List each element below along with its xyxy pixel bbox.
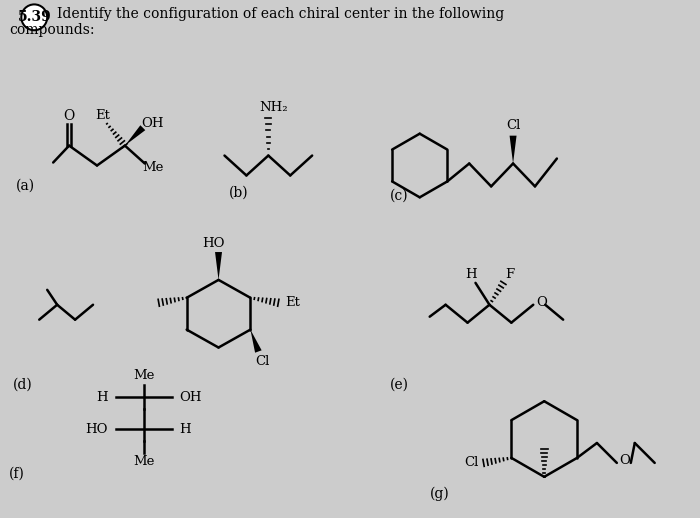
Text: (g): (g) [430, 486, 449, 501]
Text: O: O [536, 296, 547, 309]
Text: HO: HO [85, 423, 108, 436]
Text: OH: OH [180, 391, 202, 404]
Text: Me: Me [133, 455, 155, 468]
Text: Me: Me [133, 369, 155, 382]
Text: (a): (a) [16, 178, 36, 192]
Text: F: F [505, 268, 514, 281]
Text: 5.39: 5.39 [18, 10, 51, 24]
Polygon shape [215, 252, 222, 280]
Text: H: H [180, 423, 191, 436]
Circle shape [21, 4, 47, 30]
Text: Cl: Cl [464, 456, 479, 469]
Polygon shape [510, 136, 517, 164]
Text: NH₂: NH₂ [259, 102, 288, 114]
Text: O: O [64, 109, 75, 123]
Text: Me: Me [142, 161, 164, 174]
Text: H: H [97, 391, 108, 404]
Text: (b): (b) [228, 185, 248, 199]
Text: Et: Et [285, 296, 300, 309]
Text: OH: OH [141, 117, 164, 130]
Text: HO: HO [202, 237, 225, 250]
Text: Cl: Cl [506, 119, 520, 132]
Text: Identify the configuration of each chiral center in the following: Identify the configuration of each chira… [57, 7, 505, 21]
Text: (f): (f) [9, 467, 25, 481]
Text: Cl: Cl [256, 355, 270, 368]
Text: (e): (e) [390, 377, 409, 391]
Polygon shape [251, 329, 262, 353]
Text: (c): (c) [390, 189, 409, 203]
Polygon shape [125, 125, 146, 146]
Text: Et: Et [95, 109, 111, 122]
Text: O: O [620, 454, 630, 467]
Text: H: H [466, 268, 477, 281]
Text: compounds:: compounds: [9, 23, 95, 37]
Text: (d): (d) [13, 377, 33, 391]
